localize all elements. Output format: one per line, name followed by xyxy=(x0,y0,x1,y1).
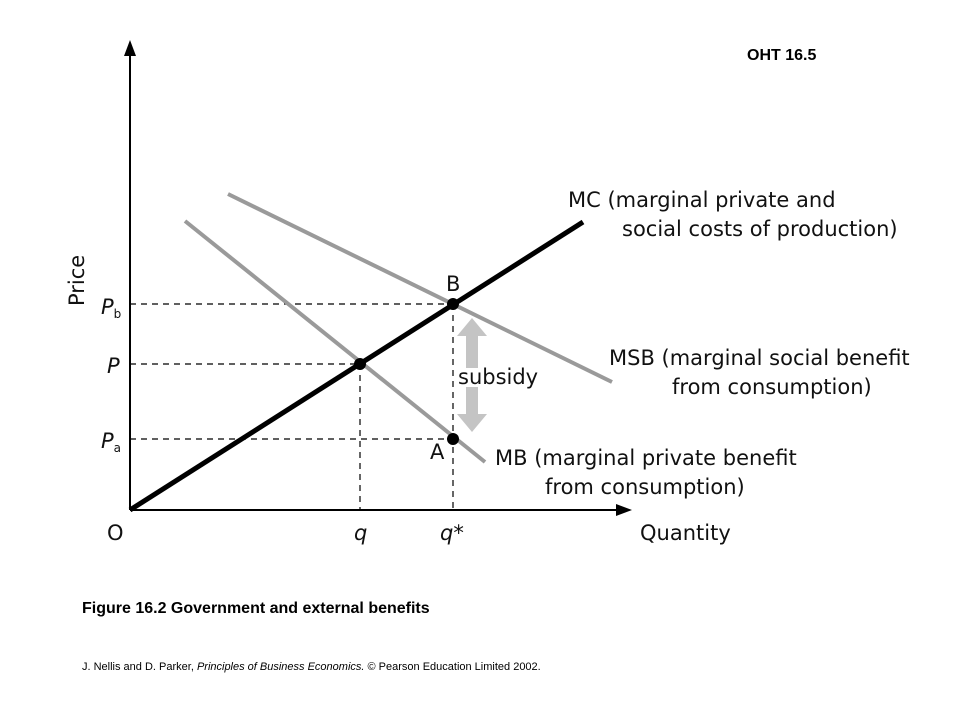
point-b-label: B xyxy=(446,272,460,296)
y-axis-label: Price xyxy=(65,255,89,306)
mb-label-line1: MB (marginal private benefit xyxy=(495,446,797,470)
point-a xyxy=(447,433,459,445)
msb-curve xyxy=(227,192,613,384)
msb-label-line2: from consumption) xyxy=(672,375,872,399)
qstar-label: q* xyxy=(440,521,464,545)
q-label: q xyxy=(354,521,367,545)
mb-label-line2: from consumption) xyxy=(545,475,745,499)
pa-label: Pa xyxy=(101,429,121,455)
msb-label-line1: MSB (marginal social benefit xyxy=(609,346,910,370)
credit-authors: J. Nellis and D. Parker, xyxy=(82,661,194,673)
mb-curve xyxy=(183,219,487,464)
y-axis-arrow xyxy=(124,40,136,56)
source-credit: J. Nellis and D. Parker, Principles of B… xyxy=(82,661,541,673)
p-label: P xyxy=(107,354,120,378)
x-axis-label: Quantity xyxy=(640,521,731,545)
subsidy-label: subsidy xyxy=(458,365,538,389)
mc-label-line2: social costs of production) xyxy=(622,217,898,241)
pb-label: Pb xyxy=(101,295,121,321)
figure-caption: Figure 16.2 Government and external bene… xyxy=(82,600,430,617)
subsidy-arrow-down xyxy=(457,387,487,432)
slide-number: OHT 16.5 xyxy=(747,47,817,64)
subsidy-arrow-up xyxy=(457,318,487,368)
point-a-label: A xyxy=(430,440,445,464)
x-axis-arrow xyxy=(616,504,632,516)
origin-label: O xyxy=(107,521,124,545)
point-b xyxy=(447,298,459,310)
credit-copyright: © Pearson Education Limited 2002. xyxy=(367,661,541,673)
credit-book-title: Principles of Business Economics. xyxy=(196,661,365,673)
point-equilibrium xyxy=(354,358,366,370)
mc-label-line1: MC (marginal private and xyxy=(568,188,836,212)
